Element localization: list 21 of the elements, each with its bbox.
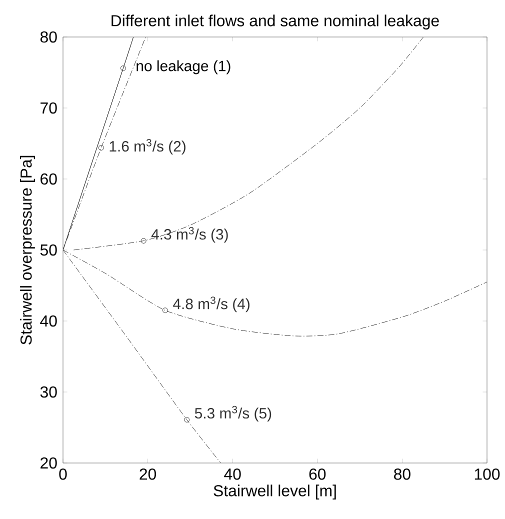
series-label: no leakage (1): [136, 60, 230, 74]
x-tick-label: 20: [140, 468, 156, 480]
x-tick-label: 40: [224, 468, 241, 480]
series-label: 5.3 m$^{3}$/s (5): [194, 406, 272, 422]
series-label: 4.8 m$^{3}$/s (4): [173, 296, 250, 312]
x-tick-label: 60: [309, 468, 326, 480]
y-axis-title: Stairwell overpressure [Pa]: [20, 156, 35, 345]
x-axis-title: Stairwell level [m]: [214, 484, 336, 500]
y-tick-label: 70: [40, 102, 57, 114]
y-tick-label: 40: [40, 315, 57, 327]
x-tick-label: 0: [59, 468, 67, 480]
y-tick-label: 80: [40, 31, 57, 43]
x-tick-label: 80: [394, 468, 410, 480]
y-tick-label: 30: [40, 386, 57, 398]
y-tick-label: 60: [40, 173, 57, 185]
chart-title: Different inlet flows and same nominal leakage: [112, 14, 439, 30]
y-tick-label: 50: [40, 244, 57, 256]
x-tick-label: 100: [474, 468, 500, 480]
y-tick-label: 20: [40, 457, 57, 469]
series-label: 1.6 m$^{3}$/s (2): [110, 138, 186, 155]
series-label: 4.3 m$^{3}$/s (3): [151, 226, 228, 243]
